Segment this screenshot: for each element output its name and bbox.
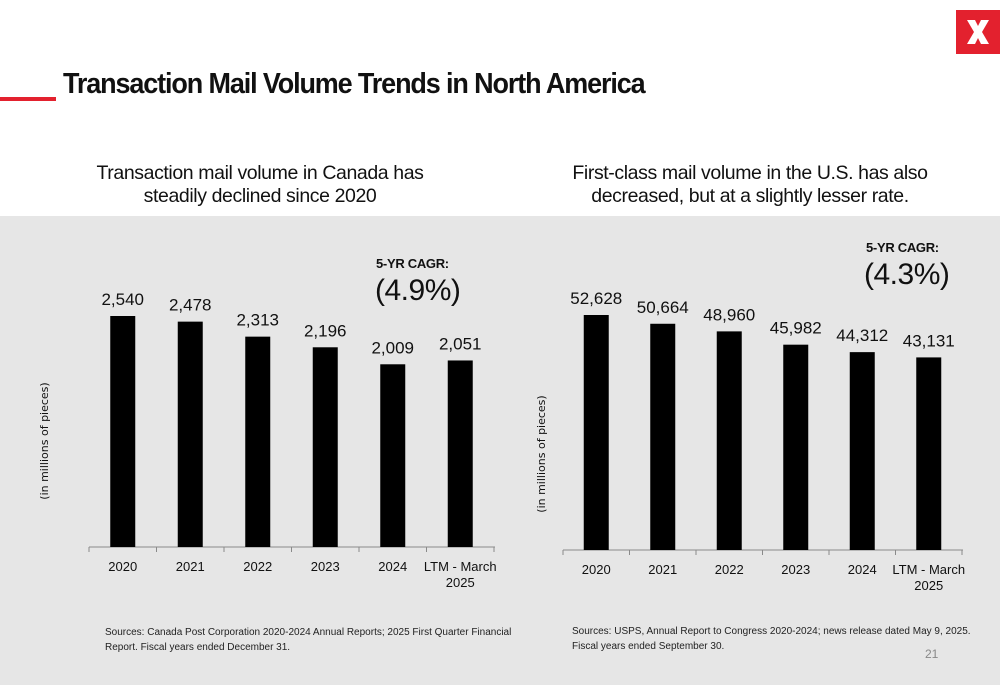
- canada-data-label: 2,051: [439, 334, 482, 353]
- canada-category-label: 2022: [243, 559, 272, 574]
- us-category-label: 2024: [848, 562, 877, 577]
- canada-chart-subtitle: Transaction mail volume in Canada has st…: [96, 162, 424, 207]
- canada-bar: [447, 360, 473, 547]
- canada-cagr-label: 5-YR CAGR:: [376, 256, 449, 271]
- us-bar: [849, 352, 875, 550]
- us-bar: [583, 315, 609, 550]
- page-title: Transaction Mail Volume Trends in North …: [63, 68, 646, 100]
- us-category-label: 2023: [781, 562, 810, 577]
- us-data-label: 48,960: [703, 305, 755, 324]
- us-category-label: 2021: [648, 562, 677, 577]
- canada-bar: [177, 321, 203, 547]
- us-bar: [650, 323, 676, 550]
- us-data-label: 52,628: [570, 289, 622, 308]
- us-bar: [716, 331, 742, 550]
- brand-logo: [956, 10, 1000, 54]
- us-data-label: 44,312: [836, 326, 888, 345]
- us-data-label: 43,131: [903, 331, 955, 350]
- canada-category-label: 2020: [108, 559, 137, 574]
- canada-category-label: 2023: [311, 559, 340, 574]
- charts-panel: [0, 216, 1000, 685]
- us-category-label: 2020: [582, 562, 611, 577]
- us-chart-subtitle: First-class mail volume in the U.S. has …: [572, 162, 928, 207]
- canada-y-axis-label: (in millions of pieces): [38, 382, 51, 499]
- x-logo-icon: [967, 20, 989, 44]
- canada-category-label: 2021: [176, 559, 205, 574]
- canada-data-label: 2,009: [371, 338, 414, 357]
- title-accent-rule: [0, 97, 56, 101]
- us-data-label: 45,982: [770, 319, 822, 338]
- canada-bar: [110, 316, 136, 547]
- canada-data-label: 2,478: [169, 296, 212, 315]
- page-number: 21: [925, 647, 939, 661]
- us-category-label: LTM - March 2025: [892, 562, 965, 593]
- us-cagr-label: 5-YR CAGR:: [866, 240, 939, 255]
- canada-category-label: 2024: [378, 559, 407, 574]
- canada-bar: [245, 336, 271, 547]
- canada-cagr-value: (4.9%): [375, 274, 461, 307]
- canada-bar: [312, 347, 338, 547]
- us-y-axis-label: (in millions of pieces): [535, 395, 548, 512]
- us-cagr-value: (4.3%): [864, 258, 950, 291]
- canada-data-label: 2,313: [236, 311, 279, 330]
- us-source-note: Sources: USPS, Annual Report to Congress…: [572, 626, 971, 652]
- charts-canvas: 2,540 2020 2,478 2021 2,313 2022 2,196 2023 2,00…: [38, 289, 965, 593]
- canada-data-label: 2,196: [304, 321, 347, 340]
- us-bar: [783, 344, 809, 550]
- canada-bar: [380, 364, 406, 547]
- us-bar: [916, 357, 942, 550]
- canada-data-label: 2,540: [101, 290, 144, 309]
- us-category-label: 2022: [715, 562, 744, 577]
- canada-source-note: Sources: Canada Post Corporation 2020-20…: [105, 627, 512, 653]
- canada-category-label: LTM - March 2025: [424, 559, 497, 590]
- us-data-label: 50,664: [637, 298, 689, 317]
